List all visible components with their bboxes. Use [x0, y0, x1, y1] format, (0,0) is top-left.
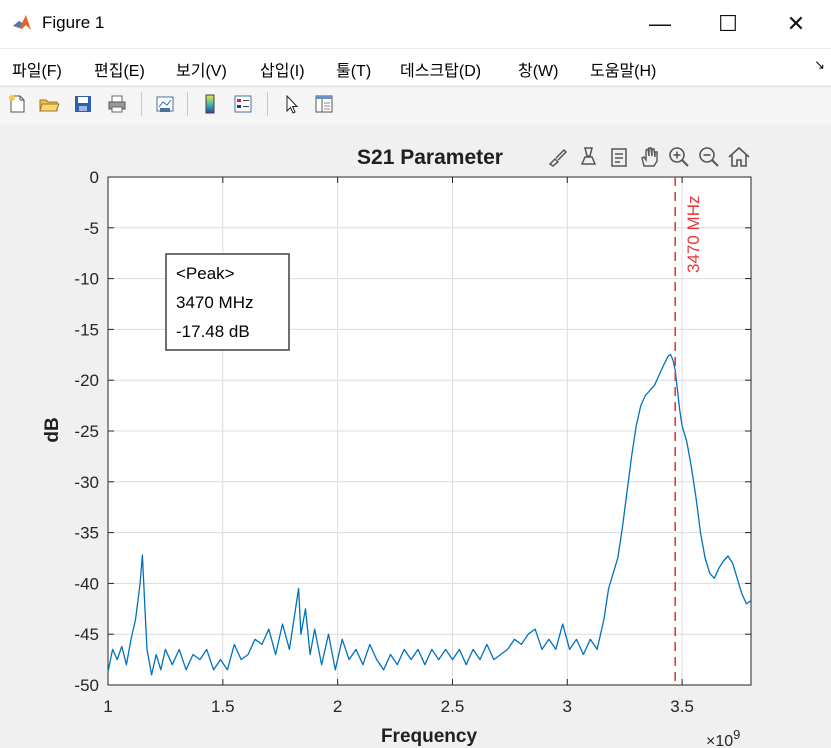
minimize-icon: — [649, 11, 671, 36]
menu-tools[interactable]: 툴(T) [336, 63, 372, 80]
toolbar-separator [267, 92, 268, 116]
insert-legend-button[interactable] [230, 91, 256, 117]
menu-help[interactable]: 도움말(H) [590, 63, 657, 80]
colorbar-icon [205, 94, 215, 114]
menu-edit[interactable]: 편집(E) [94, 63, 145, 80]
save-icon [75, 96, 91, 112]
new-figure-button[interactable] [4, 91, 30, 117]
print-button[interactable] [104, 91, 130, 117]
window-title: Figure 1 [42, 13, 105, 32]
brush-icon[interactable] [545, 144, 571, 170]
print-icon [108, 95, 126, 113]
edit-plot-button[interactable] [279, 91, 305, 117]
open-file-button[interactable] [36, 91, 62, 117]
zoom-out-icon[interactable] [696, 144, 722, 170]
close-button[interactable]: ✕ [762, 0, 830, 48]
link-plot-button[interactable] [152, 91, 178, 117]
menu-insert[interactable]: 삽입(I) [260, 63, 305, 80]
new-figure-icon [9, 95, 25, 113]
property-editor-icon [315, 95, 333, 113]
link-plot-icon [156, 96, 174, 112]
menu-file[interactable]: 파일(F) [12, 63, 62, 80]
maximize-button[interactable]: ☐ [694, 0, 762, 48]
menu-overflow-icon[interactable]: ↘ [814, 57, 825, 72]
pan-icon[interactable] [636, 144, 662, 170]
figure-canvas [0, 124, 831, 748]
toolbar-separator [187, 92, 188, 116]
open-file-icon [39, 99, 60, 112]
toolbar-separator [141, 92, 142, 116]
maximize-icon: ☐ [718, 11, 738, 36]
menu-window[interactable]: 창(W) [518, 63, 559, 80]
window-title-bar [0, 0, 831, 49]
matlab-logo-icon [13, 15, 31, 30]
data-tips-icon[interactable] [576, 144, 602, 170]
legend-icon [234, 95, 252, 113]
property-editor-button[interactable] [311, 91, 337, 117]
close-icon: ✕ [786, 11, 806, 36]
pointer-icon [286, 94, 299, 114]
menu-bar [0, 49, 831, 85]
save-button[interactable] [70, 91, 96, 117]
menu-view[interactable]: 보기(V) [176, 63, 227, 80]
home-icon[interactable] [726, 144, 752, 170]
insert-colorbar-button[interactable] [197, 91, 223, 117]
zoom-in-icon[interactable] [666, 144, 692, 170]
menu-desktop[interactable]: 데스크탑(D) [400, 63, 482, 80]
minimize-button[interactable]: — [626, 0, 694, 48]
rotate-icon[interactable] [606, 144, 632, 170]
